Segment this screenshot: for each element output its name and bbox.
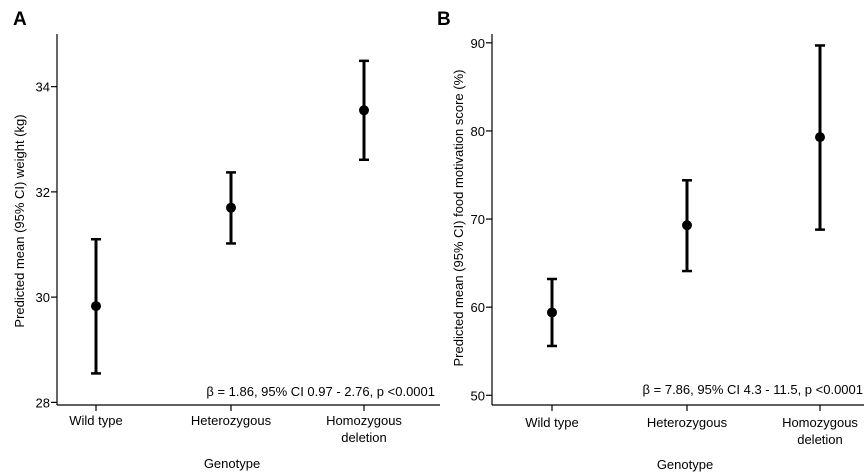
x-tick-label: deletion	[341, 430, 387, 445]
y-tick-label: 50	[471, 388, 485, 403]
data-marks: 50 60 70 80 90 Wild type Heterozygous Homozygou…	[471, 36, 859, 447]
panel-b: B Predicted mean (95% CI) food motivatio…	[437, 9, 864, 472]
data-point	[682, 220, 692, 231]
y-tick-label: 34	[36, 80, 50, 95]
x-tick-label: Heterozygous	[647, 415, 728, 430]
data-point	[226, 202, 236, 213]
y-tick-label: 70	[471, 212, 485, 227]
x-axis-title: Genotype	[204, 456, 260, 471]
y-tick-label: 90	[471, 36, 485, 51]
x-tick-label: Heterozygous	[191, 413, 272, 428]
y-tick-label: 30	[36, 290, 50, 305]
data-point	[359, 105, 369, 116]
x-tick-label: deletion	[797, 432, 843, 447]
panel-letter-a: A	[13, 9, 27, 30]
y-tick-label: 60	[471, 300, 485, 315]
x-axis-title: Genotype	[657, 457, 713, 472]
data-marks: 28 30 32 34 Wild type Heterozygous Homozygous d…	[36, 59, 402, 445]
y-axis-title: Predicted mean (95% CI) food motivation …	[451, 70, 466, 367]
panel-a: A Predicted mean (95% CI) weight (kg) Ge…	[12, 9, 440, 471]
y-tick-label: 80	[471, 124, 485, 139]
y-axis-title: Predicted mean (95% CI) weight (kg)	[12, 114, 27, 327]
x-tick-label: Homozygous	[326, 413, 402, 428]
x-tick-label: Wild type	[69, 413, 122, 428]
data-point	[91, 301, 101, 312]
data-point	[547, 307, 557, 318]
x-tick-label: Wild type	[525, 415, 578, 430]
data-point	[815, 132, 825, 143]
stats-annotation: β = 7.86, 95% CI 4.3 - 11.5, p <0.0001	[643, 382, 863, 397]
stats-annotation: β = 1.86, 95% CI 0.97 - 2.76, p <0.0001	[206, 384, 435, 399]
y-tick-label: 32	[36, 185, 50, 200]
y-tick-label: 28	[36, 395, 50, 410]
panel-letter-b: B	[437, 9, 451, 30]
x-tick-label: Homozygous	[782, 415, 858, 430]
